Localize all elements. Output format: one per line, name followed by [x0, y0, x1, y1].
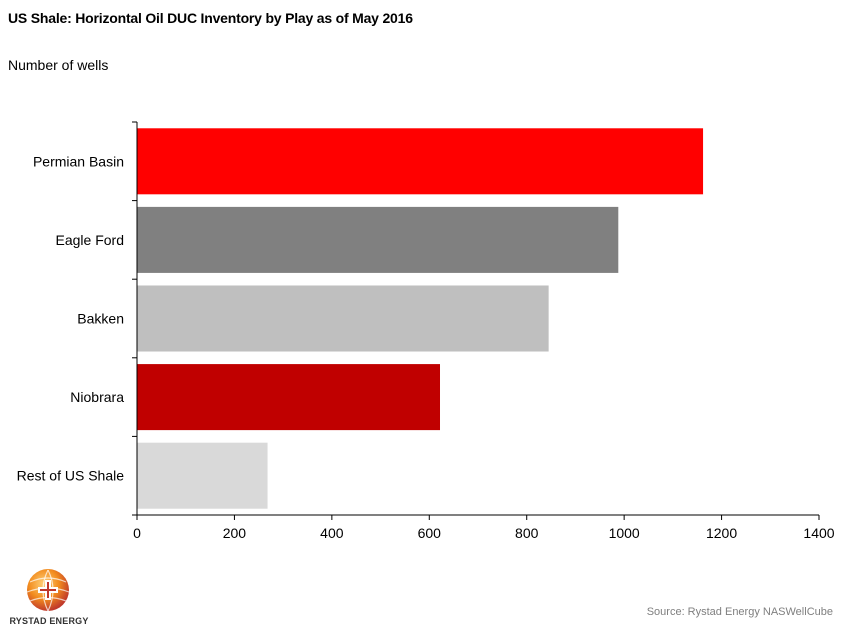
bar-rest-of-us-shale: [137, 442, 268, 509]
rystad-globe-icon: [26, 569, 70, 612]
x-tick-label: 1200: [706, 525, 737, 541]
bar-bakken: [137, 285, 549, 352]
logo-wordmark: RYSTAD ENERGY: [9, 616, 89, 626]
rystad-logo: RYSTAD ENERGY: [8, 566, 90, 630]
x-tick-label: 200: [223, 525, 247, 541]
category-label: Eagle Ford: [56, 232, 124, 248]
x-tick-label: 0: [133, 525, 141, 541]
source-note: Source: Rystad Energy NASWellCube: [646, 606, 833, 618]
bar-niobrara: [137, 364, 441, 431]
x-tick-label: 600: [418, 525, 442, 541]
unit-label: Number of wells: [8, 57, 109, 73]
bar-permian-basin: [137, 128, 704, 195]
category-label: Niobrara: [70, 389, 124, 405]
chart-title: US Shale: Horizontal Oil DUC Inventory b…: [8, 10, 413, 26]
bar-eagle-ford: [137, 206, 619, 273]
category-label: Permian Basin: [33, 153, 124, 169]
category-label: Rest of US Shale: [17, 468, 125, 484]
x-tick-label: 400: [320, 525, 344, 541]
x-tick-label: 800: [515, 525, 539, 541]
x-tick-label: 1400: [803, 525, 834, 541]
x-tick-label: 1000: [609, 525, 640, 541]
category-label: Bakken: [77, 311, 124, 327]
